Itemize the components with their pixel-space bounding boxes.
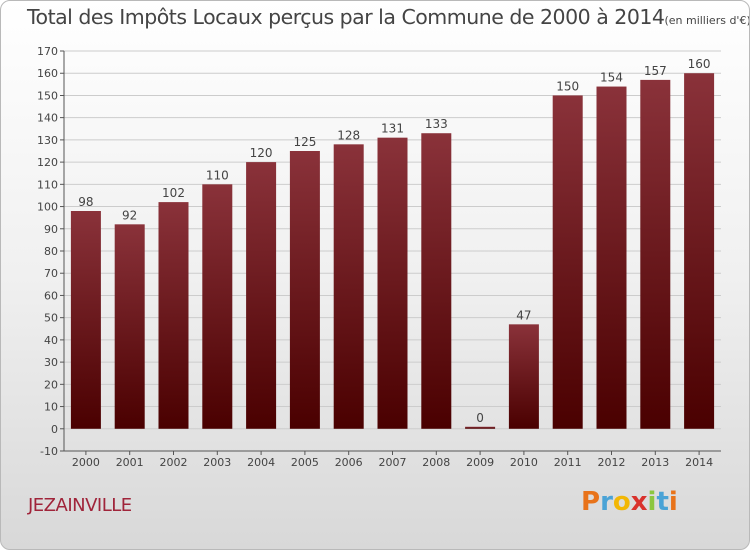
y-tick-label: 0 <box>51 423 58 436</box>
x-tick-label: 2001 <box>116 456 144 469</box>
bar-2003 <box>202 184 233 429</box>
bars <box>70 73 715 429</box>
data-label: 133 <box>425 117 448 131</box>
bar-2007 <box>377 137 408 429</box>
data-label: 128 <box>337 128 360 142</box>
data-label: 92 <box>122 208 137 222</box>
bar-2012 <box>596 86 627 429</box>
data-label: 131 <box>381 122 404 136</box>
bar-2001 <box>114 224 145 429</box>
data-label: 102 <box>162 186 185 200</box>
x-tick-label: 2014 <box>685 456 713 469</box>
y-tick-label: 10 <box>44 401 58 414</box>
bar-2014 <box>684 73 715 429</box>
x-tick-label: 2004 <box>247 456 275 469</box>
data-label: 160 <box>688 57 711 71</box>
data-label: 154 <box>600 71 623 85</box>
data-label: 47 <box>516 308 531 322</box>
y-tick-label: 20 <box>44 378 58 391</box>
x-tick-label: 2005 <box>291 456 319 469</box>
logo-letter: t <box>656 487 669 517</box>
y-tick-label: 90 <box>44 223 58 236</box>
axes: -100102030405060708090100110120130140150… <box>37 45 721 469</box>
bar-2011 <box>552 95 583 429</box>
y-tick-label: -10 <box>40 445 58 458</box>
x-tick-label: 2000 <box>72 456 100 469</box>
logo-letter: r <box>600 487 613 517</box>
chart-title: Total des Impôts Locaux perçus par la Co… <box>27 5 750 29</box>
y-tick-label: 160 <box>37 67 58 80</box>
bar-2010 <box>508 324 539 429</box>
y-tick-label: 60 <box>44 289 58 302</box>
commune-name: JEZAINVILLE <box>28 495 132 516</box>
data-labels: 98 92 102 110 120 125 128 131 133 0 47 150 154 157 160 <box>78 57 710 425</box>
data-label: 125 <box>293 135 316 149</box>
chart-unit: (en milliers d'€) <box>664 14 750 27</box>
y-tick-label: 120 <box>37 156 58 169</box>
x-tick-label: 2008 <box>422 456 450 469</box>
y-tick-label: 110 <box>37 178 58 191</box>
data-label: 120 <box>250 146 273 160</box>
proxiti-logo: Proxiti <box>581 487 678 517</box>
logo-letter: P <box>581 487 601 517</box>
x-tick-label: 2010 <box>510 456 538 469</box>
bar-2005 <box>289 151 320 429</box>
x-tick-label: 2013 <box>641 456 669 469</box>
bar-2009 <box>465 426 496 429</box>
x-tick-label: 2011 <box>554 456 582 469</box>
y-tick-label: 30 <box>44 356 58 369</box>
x-tick-label: 2007 <box>379 456 407 469</box>
y-tick-label: 70 <box>44 267 58 280</box>
y-tick-label: 100 <box>37 201 58 214</box>
y-tick-label: 80 <box>44 245 58 258</box>
y-tick-label: 40 <box>44 334 58 347</box>
y-tick-label: 170 <box>37 45 58 58</box>
bar-2008 <box>421 133 452 429</box>
logo-letter: o <box>612 487 631 517</box>
logo-letter: i <box>647 487 657 517</box>
x-tick-label: 2012 <box>598 456 626 469</box>
chart-title-text: Total des Impôts Locaux perçus par la Co… <box>27 5 665 29</box>
y-tick-label: 140 <box>37 112 58 125</box>
y-tick-label: 50 <box>44 312 58 325</box>
data-label: 0 <box>476 411 484 425</box>
x-tick-label: 2006 <box>335 456 363 469</box>
y-tick-label: 150 <box>37 89 58 102</box>
data-label: 110 <box>206 168 229 182</box>
bar-2000 <box>70 211 101 429</box>
bar-2013 <box>640 79 671 429</box>
bar-2004 <box>246 162 277 429</box>
data-label: 157 <box>644 64 667 78</box>
logo-letter: i <box>668 487 678 517</box>
data-label: 150 <box>556 79 579 93</box>
bar-2006 <box>333 144 364 429</box>
y-tick-label: 130 <box>37 134 58 147</box>
data-label: 98 <box>78 195 93 209</box>
bar-2002 <box>158 202 189 429</box>
x-tick-label: 2009 <box>466 456 494 469</box>
x-tick-label: 2003 <box>203 456 231 469</box>
x-tick-label: 2002 <box>160 456 188 469</box>
logo-letter: x <box>630 487 648 517</box>
